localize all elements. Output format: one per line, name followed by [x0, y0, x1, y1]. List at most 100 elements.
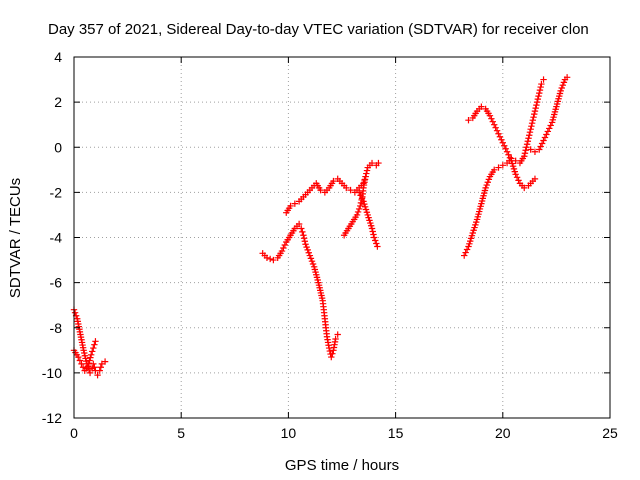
data-point — [92, 338, 99, 345]
data-point — [538, 140, 546, 147]
data-point — [270, 256, 277, 264]
data-point — [90, 360, 97, 368]
data-point — [263, 254, 271, 262]
data-point — [557, 87, 564, 95]
data-point — [526, 129, 534, 136]
data-point — [353, 211, 361, 219]
data-point — [521, 184, 528, 192]
data-point — [71, 309, 79, 316]
data-point — [482, 184, 489, 192]
data-point — [370, 234, 378, 241]
data-point — [86, 357, 93, 364]
data-point — [558, 84, 565, 92]
data-point — [559, 82, 567, 89]
data-point — [357, 192, 364, 199]
series-arc-2 — [70, 338, 99, 374]
data-point — [98, 360, 106, 368]
data-point — [501, 142, 508, 149]
data-point — [278, 247, 286, 255]
data-point — [358, 195, 366, 202]
data-point — [496, 133, 504, 140]
data-point — [96, 367, 103, 374]
data-point — [495, 164, 502, 171]
data-point — [97, 364, 104, 371]
data-point — [523, 144, 530, 151]
data-point — [78, 360, 85, 368]
data-point — [79, 364, 87, 371]
data-point — [357, 202, 364, 210]
data-point — [513, 174, 521, 181]
data-point — [493, 127, 501, 134]
data-point — [86, 369, 94, 377]
data-point — [560, 79, 568, 86]
data-point — [531, 175, 539, 183]
x-tick-label: 0 — [70, 425, 78, 441]
series-arc-6 — [340, 159, 382, 239]
data-point — [94, 371, 101, 379]
data-point — [328, 353, 335, 361]
data-point — [373, 240, 380, 247]
data-point — [506, 154, 514, 161]
series-arc-10 — [527, 74, 571, 155]
data-point — [515, 177, 522, 184]
data-point — [362, 173, 369, 180]
data-point — [483, 181, 490, 189]
data-point — [369, 228, 376, 235]
data-point — [304, 246, 311, 254]
data-point — [374, 243, 381, 250]
data-point — [302, 241, 309, 248]
data-point — [354, 208, 362, 216]
data-point — [522, 147, 529, 154]
data-point — [528, 122, 535, 130]
data-point — [307, 255, 315, 262]
data-point — [524, 138, 532, 145]
data-point — [91, 364, 98, 371]
x-tick-label: 20 — [495, 425, 511, 441]
data-point — [536, 89, 543, 97]
data-point — [498, 136, 505, 143]
data-point — [527, 146, 534, 153]
data-point — [540, 76, 547, 83]
data-point — [478, 103, 485, 110]
data-point — [363, 170, 370, 177]
data-point — [306, 252, 314, 259]
series-arc-5 — [283, 173, 369, 216]
data-point — [462, 249, 469, 256]
data-point — [492, 124, 499, 131]
data-point — [531, 107, 539, 115]
data-point — [317, 186, 324, 194]
data-point — [563, 74, 571, 81]
y-tick-label: 2 — [54, 94, 62, 110]
data-point — [330, 177, 337, 185]
data-point — [499, 162, 506, 169]
data-point — [329, 350, 336, 357]
data-point — [87, 354, 94, 361]
y-tick-label: -4 — [50, 230, 63, 246]
data-points — [70, 74, 571, 379]
data-point — [75, 353, 82, 361]
data-point — [536, 146, 543, 153]
data-point — [91, 341, 98, 348]
x-tick-label: 25 — [602, 425, 618, 441]
data-point — [309, 260, 317, 268]
data-point — [370, 231, 377, 238]
data-point — [546, 125, 553, 132]
grid — [74, 57, 610, 418]
data-point — [529, 116, 537, 124]
data-point — [528, 119, 536, 127]
data-point — [536, 86, 544, 94]
data-point — [372, 237, 379, 244]
y-tick-label: -8 — [50, 320, 63, 336]
data-point — [368, 225, 376, 232]
data-point — [491, 121, 498, 128]
data-point — [281, 241, 289, 249]
x-tick-label: 5 — [177, 425, 185, 441]
data-point — [375, 159, 382, 167]
data-point — [101, 358, 109, 365]
data-point — [347, 186, 354, 194]
data-point — [89, 348, 96, 355]
data-point — [303, 243, 310, 251]
